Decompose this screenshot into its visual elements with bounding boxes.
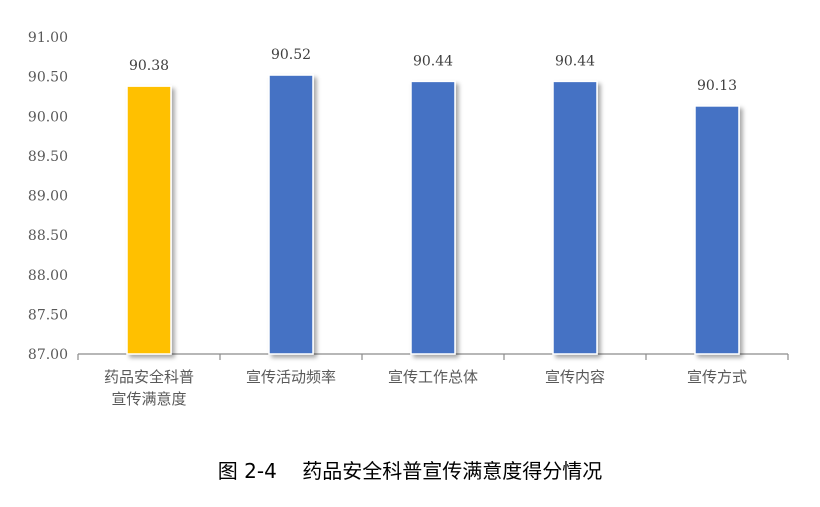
data-label: 90.44 [413, 53, 453, 69]
y-tick-label: 89.50 [28, 149, 68, 165]
x-tick-label: 宣传工作总体 [388, 368, 478, 386]
bar [552, 80, 598, 355]
x-tick-label: 宣传内容 [545, 368, 605, 386]
data-label: 90.38 [129, 58, 169, 74]
bar-series [126, 74, 740, 355]
x-tick-label: 药品安全科普宣传满意度 [104, 368, 194, 408]
y-tick-label: 87.50 [28, 307, 68, 323]
data-labels: 90.38 90.52 90.44 90.44 90.13 [129, 47, 737, 94]
x-axis: 药品安全科普宣传满意度 宣传活动频率 宣传工作总体 宣传内容 宣传方式 [77, 353, 789, 408]
y-tick-label: 88.50 [28, 228, 68, 244]
x-tick-label: 宣传方式 [687, 368, 747, 386]
bar [694, 105, 740, 355]
y-tick-label: 89.00 [28, 189, 68, 205]
y-tick-label: 88.00 [28, 268, 68, 284]
figure-caption: 图 2-4 药品安全科普宣传满意度得分情况 [217, 459, 603, 483]
data-label: 90.13 [697, 78, 737, 94]
x-tick-label: 宣传活动频率 [246, 368, 336, 386]
y-tick-label: 91.00 [28, 30, 68, 46]
bar-chart: 87.00 87.50 88.00 88.50 89.00 89.50 90.00 90.50… [28, 30, 789, 408]
y-tick-label: 90.00 [28, 109, 68, 125]
y-axis: 87.00 87.50 88.00 88.50 89.00 89.50 90.00 90.50… [28, 30, 68, 363]
bar [268, 74, 314, 355]
data-label: 90.52 [271, 47, 311, 63]
y-tick-label: 90.50 [28, 70, 68, 86]
y-tick-label: 87.00 [28, 347, 68, 363]
data-label: 90.44 [555, 53, 595, 69]
bar [410, 80, 456, 355]
bar [126, 85, 172, 355]
